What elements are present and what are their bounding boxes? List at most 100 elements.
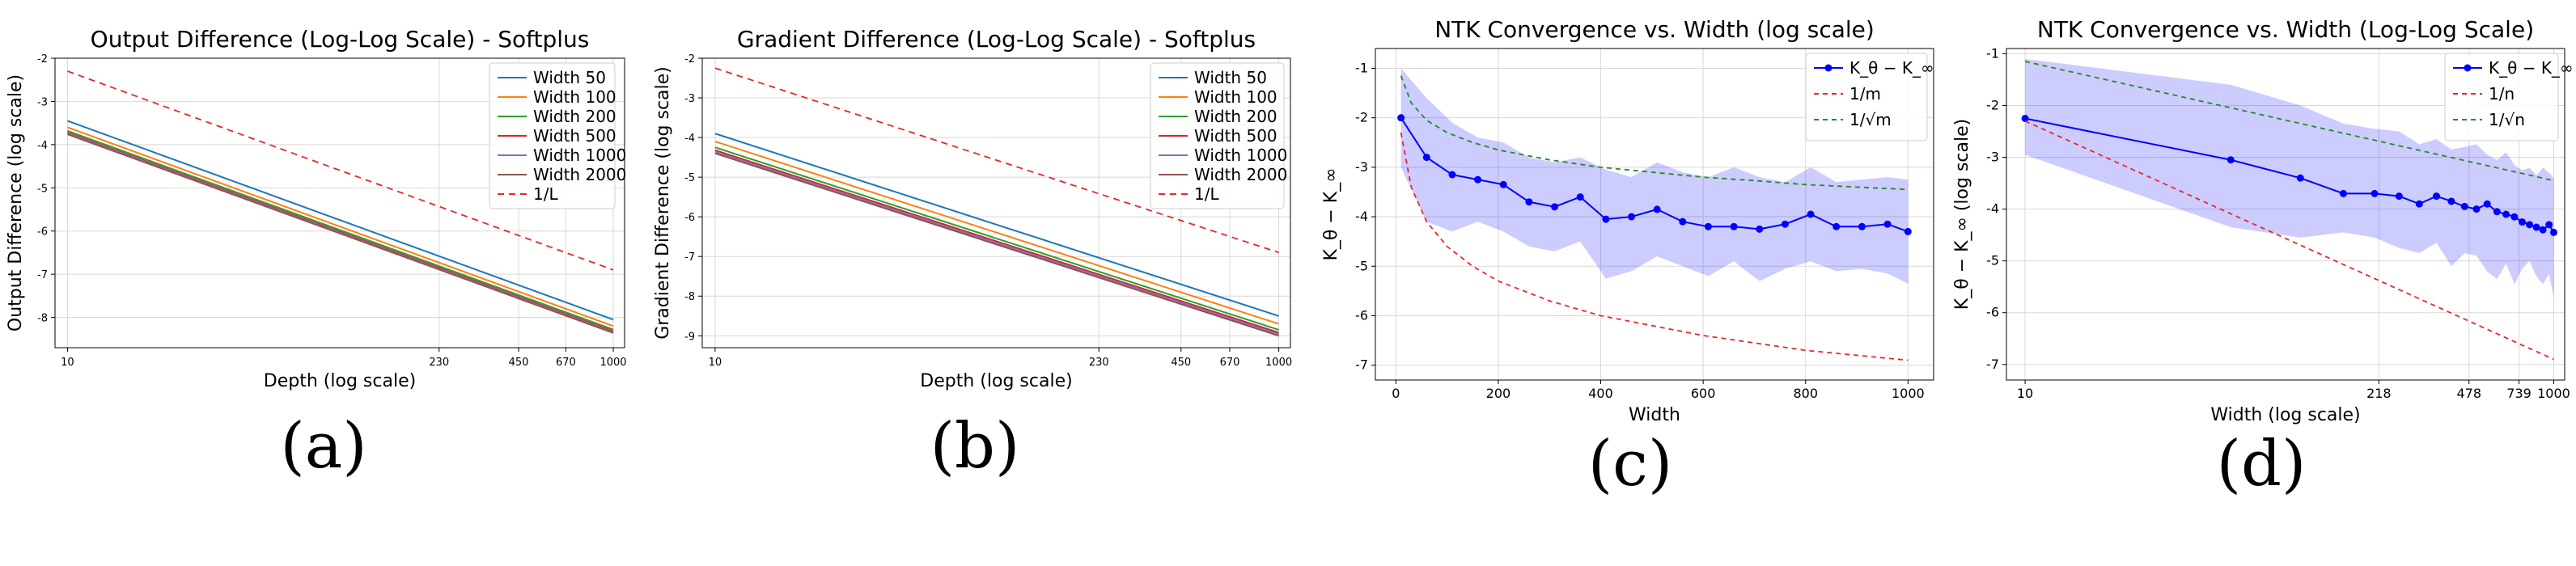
x-axis-label: Depth (log scale) bbox=[264, 371, 416, 391]
plot-frame bbox=[2006, 48, 2565, 381]
series-line-2 bbox=[1400, 132, 1909, 361]
y-axis-label: Output Difference (log scale) bbox=[6, 74, 26, 332]
series-line-5 bbox=[67, 133, 614, 333]
legend-label: 1/√n bbox=[2489, 110, 2525, 129]
y-tick-label: -5 bbox=[1355, 258, 1368, 273]
y-tick-label: -5 bbox=[37, 183, 48, 195]
data-point bbox=[1422, 154, 1430, 162]
legend-box bbox=[1150, 62, 1285, 209]
subfigure-caption: (c) bbox=[1588, 428, 1673, 501]
x-tick-label: 1000 bbox=[600, 357, 626, 369]
y-tick-label: -7 bbox=[37, 269, 48, 281]
chart-3: 0 200 400 600 800 1000 -1 -2 -3 -4 -5 -6 -7 NTK Conve… bbox=[1321, 16, 1934, 501]
legend-label: K_θ − K_∞ bbox=[2489, 58, 2574, 78]
y-tick-label: -8 bbox=[37, 313, 48, 325]
x-tick-label: 478 bbox=[2456, 386, 2481, 401]
y-axis-label: Gradient Difference (log scale) bbox=[653, 66, 673, 340]
legend-box bbox=[489, 62, 616, 209]
y-tick-label: -4 bbox=[37, 140, 48, 152]
legend-label: Width 100 bbox=[1194, 87, 1277, 107]
data-point bbox=[2539, 226, 2547, 234]
x-tick-label: 230 bbox=[429, 357, 449, 369]
data-point bbox=[2226, 156, 2235, 164]
data-point bbox=[1730, 222, 1738, 230]
x-tick-label: 1000 bbox=[1892, 386, 1925, 401]
chart-title: NTK Convergence vs. Width (log scale) bbox=[1434, 16, 1875, 43]
legend-label: Width 200 bbox=[533, 107, 616, 126]
y-axis-label: K_θ − K_∞ bbox=[1321, 167, 1341, 260]
x-tick-label: 10 bbox=[709, 357, 722, 369]
legend-label: Width 1000 bbox=[1194, 146, 1287, 165]
y-tick-label: -4 bbox=[684, 133, 695, 145]
x-tick-label: 10 bbox=[2017, 386, 2033, 401]
plot-frame bbox=[1375, 48, 1934, 381]
series-line-6 bbox=[714, 152, 1279, 337]
data-point bbox=[2433, 192, 2441, 201]
legend-label: 1/m bbox=[1849, 84, 1881, 103]
legend-label: Width 200 bbox=[1194, 107, 1277, 126]
data-point bbox=[2296, 174, 2304, 182]
legend-label: Width 2000 bbox=[533, 165, 626, 184]
data-point bbox=[1551, 203, 1559, 211]
series-line-3 bbox=[2024, 61, 2554, 182]
subfigure-caption: (d) bbox=[2217, 428, 2307, 501]
x-tick-label: 400 bbox=[1588, 386, 1613, 401]
data-point bbox=[1525, 198, 1533, 206]
data-point bbox=[2460, 202, 2468, 210]
y-tick-label: -2 bbox=[1986, 97, 1999, 112]
chart-1: 10 230 450 670 1000 -2 -3 -4 -5 -6 -7 -8 Output Diff… bbox=[6, 26, 627, 483]
series-line-4 bbox=[714, 149, 1279, 334]
data-point bbox=[1832, 222, 1841, 230]
data-point bbox=[2526, 221, 2534, 229]
legend-label: K_θ − K_∞ bbox=[1849, 58, 1934, 78]
x-tick-label: 450 bbox=[509, 357, 529, 369]
x-tick-label: 670 bbox=[1220, 357, 1240, 369]
data-point bbox=[1679, 218, 1687, 226]
data-point bbox=[1602, 215, 1610, 223]
data-point bbox=[1474, 175, 1482, 184]
y-tick-label: -5 bbox=[1986, 253, 1999, 268]
std-band bbox=[1400, 68, 1909, 284]
y-tick-label: -9 bbox=[684, 331, 695, 343]
y-tick-label: -5 bbox=[684, 172, 695, 184]
x-tick-label: 670 bbox=[556, 357, 576, 369]
legend-marker bbox=[1824, 64, 1832, 72]
legend-label: 1/n bbox=[2489, 84, 2515, 103]
data-point bbox=[1807, 210, 1815, 218]
series-line-6 bbox=[67, 133, 614, 334]
y-tick-label: -7 bbox=[1986, 357, 1999, 372]
x-tick-label: 1000 bbox=[2537, 386, 2570, 401]
plot-frame bbox=[701, 57, 1291, 348]
subfigure-caption: (a) bbox=[280, 410, 366, 483]
legend: K_θ − K_∞ 1/m 1/√m bbox=[1805, 53, 1934, 142]
data-point bbox=[2519, 218, 2527, 226]
x-tick-label: 200 bbox=[1486, 386, 1511, 401]
y-tick-label: -1 bbox=[1355, 60, 1368, 75]
y-tick-label: -2 bbox=[1355, 110, 1368, 125]
legend-label: Width 50 bbox=[1194, 68, 1267, 87]
data-point bbox=[2371, 189, 2379, 197]
legend-label: Width 2000 bbox=[1194, 165, 1287, 184]
x-tick-label: 739 bbox=[2506, 386, 2532, 401]
y-tick-label: -3 bbox=[1355, 159, 1368, 175]
series-line-2 bbox=[2024, 120, 2554, 361]
data-point bbox=[2415, 200, 2423, 208]
data-point bbox=[1653, 205, 1661, 213]
y-tick-label: -2 bbox=[37, 53, 48, 65]
data-point bbox=[1858, 222, 1866, 230]
y-tick-label: -3 bbox=[1986, 150, 1999, 165]
data-point bbox=[2395, 192, 2403, 201]
subfigure-caption: (b) bbox=[930, 410, 1020, 483]
data-point bbox=[1883, 220, 1892, 228]
y-tick-label: -2 bbox=[684, 53, 695, 65]
data-point bbox=[1781, 220, 1789, 228]
x-axis-label: Width bbox=[1629, 405, 1680, 425]
legend-label: Width 50 bbox=[533, 68, 606, 87]
legend-label: 1/√m bbox=[1849, 110, 1892, 129]
data-point bbox=[1397, 114, 1405, 122]
x-tick-label: 0 bbox=[1392, 386, 1400, 401]
data-point bbox=[2339, 189, 2347, 197]
data-point bbox=[2510, 213, 2519, 221]
